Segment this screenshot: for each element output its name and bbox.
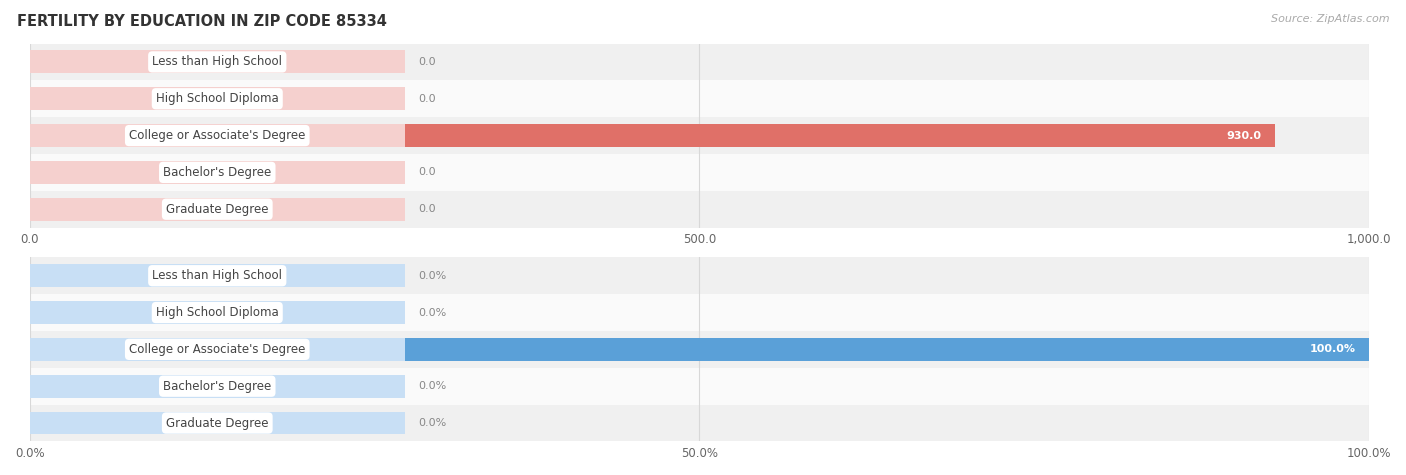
Bar	[30, 80, 1369, 117]
Text: 0.0: 0.0	[418, 204, 436, 214]
Bar	[30, 124, 405, 147]
Bar	[30, 294, 1369, 331]
Bar	[30, 198, 405, 221]
Bar	[30, 117, 1369, 154]
Bar	[30, 338, 1369, 361]
Text: 0.0%: 0.0%	[418, 271, 446, 281]
Bar	[30, 338, 405, 361]
Text: 0.0%: 0.0%	[418, 418, 446, 428]
Text: 0.0%: 0.0%	[418, 381, 446, 391]
Bar	[30, 50, 405, 73]
Bar	[30, 191, 1369, 228]
Text: High School Diploma: High School Diploma	[156, 92, 278, 105]
Bar	[30, 405, 1369, 441]
Text: High School Diploma: High School Diploma	[156, 306, 278, 319]
Text: Graduate Degree: Graduate Degree	[166, 203, 269, 216]
Text: 0.0: 0.0	[418, 57, 436, 67]
Text: Bachelor's Degree: Bachelor's Degree	[163, 380, 271, 393]
Text: College or Associate's Degree: College or Associate's Degree	[129, 343, 305, 356]
Text: Graduate Degree: Graduate Degree	[166, 417, 269, 429]
Text: Bachelor's Degree: Bachelor's Degree	[163, 166, 271, 179]
Bar	[30, 44, 1369, 80]
Text: College or Associate's Degree: College or Associate's Degree	[129, 129, 305, 142]
Text: 0.0%: 0.0%	[418, 307, 446, 318]
Bar	[30, 368, 1369, 405]
Bar	[30, 331, 1369, 368]
Text: Source: ZipAtlas.com: Source: ZipAtlas.com	[1271, 14, 1389, 24]
Text: Less than High School: Less than High School	[152, 269, 283, 282]
Bar	[30, 375, 405, 398]
Text: FERTILITY BY EDUCATION IN ZIP CODE 85334: FERTILITY BY EDUCATION IN ZIP CODE 85334	[17, 14, 387, 29]
Bar	[30, 257, 1369, 294]
Bar	[30, 161, 405, 184]
Bar	[30, 264, 405, 287]
Bar	[30, 154, 1369, 191]
Text: 0.0: 0.0	[418, 167, 436, 177]
Text: 100.0%: 100.0%	[1309, 344, 1355, 354]
Bar	[30, 412, 405, 435]
Text: Less than High School: Less than High School	[152, 56, 283, 68]
Text: 930.0: 930.0	[1226, 131, 1261, 141]
Text: 0.0: 0.0	[418, 94, 436, 104]
Bar	[30, 87, 405, 110]
Bar	[30, 124, 1275, 147]
Bar	[30, 301, 405, 324]
